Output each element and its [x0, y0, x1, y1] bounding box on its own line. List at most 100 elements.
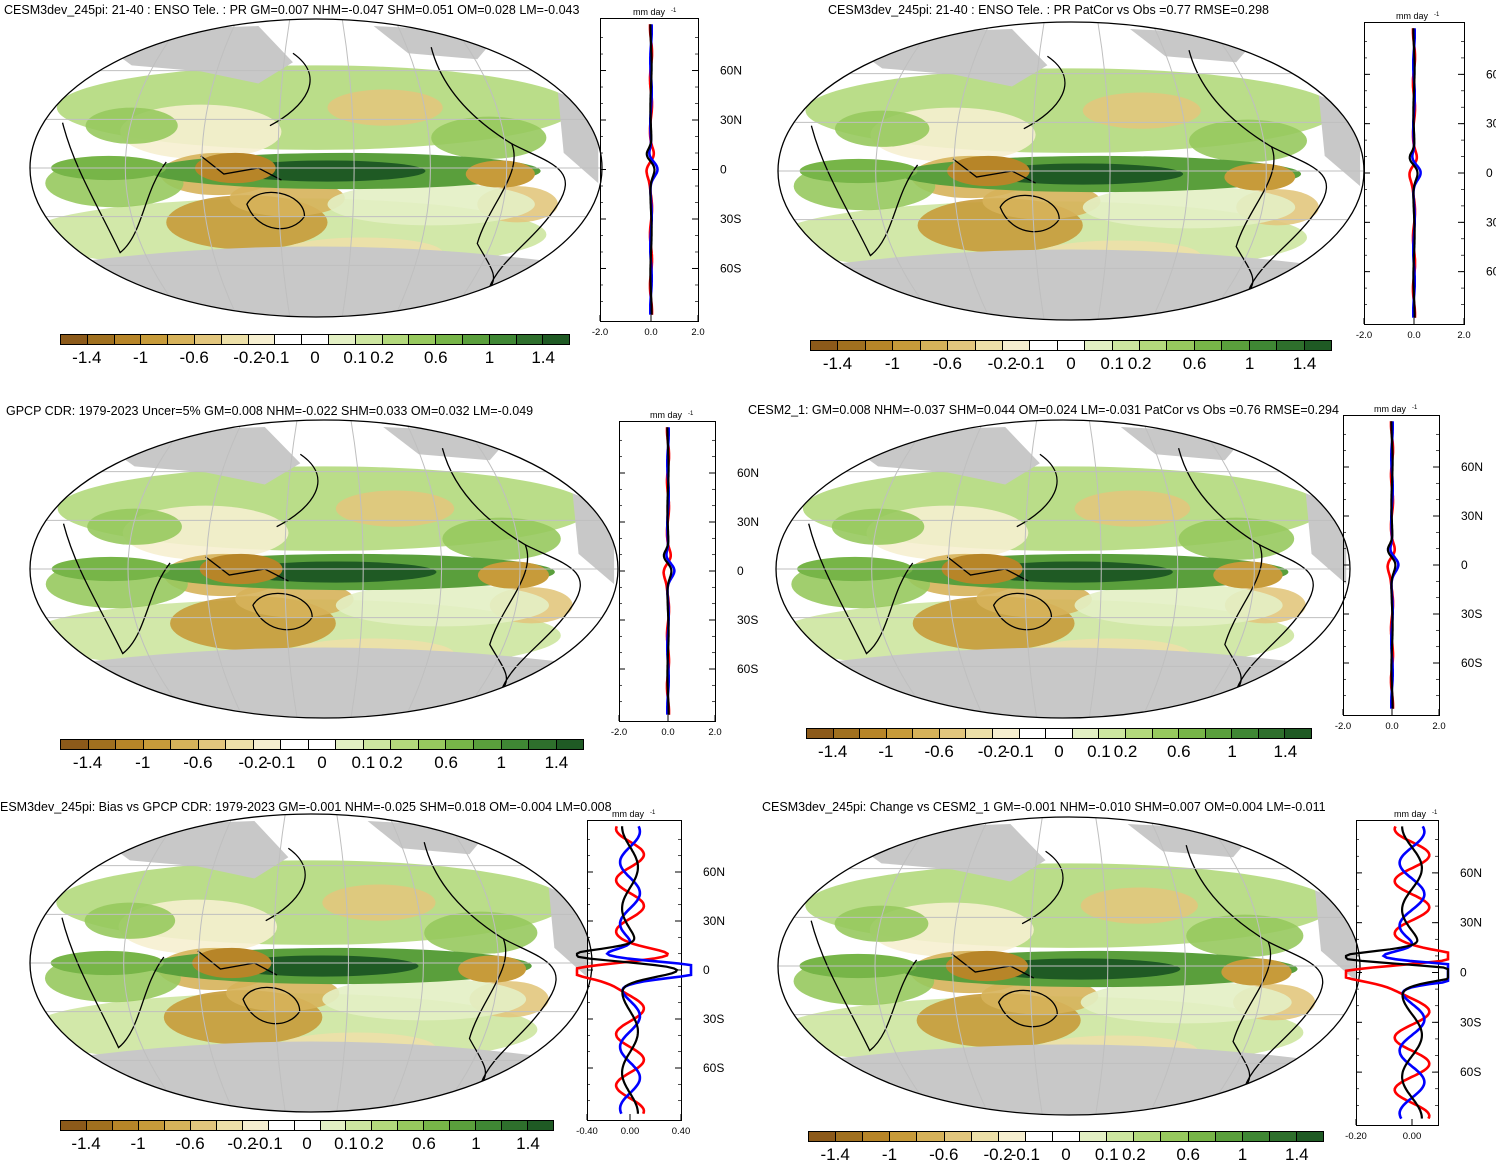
colorbar-label: -1 [135, 753, 151, 772]
colorbar-label: -0.2 [227, 1134, 257, 1153]
colorbar-label: -0.1 [1010, 1145, 1040, 1164]
colorbar-label: 0 [1066, 354, 1076, 373]
x-tick-label: -2.0 [1335, 721, 1351, 732]
x-tick-label: 2.0 [1432, 721, 1445, 732]
units-exponent: -1 [688, 411, 694, 417]
colorbar-label: 0 [1061, 1145, 1071, 1164]
colorbar-label: 1 [1244, 354, 1255, 373]
colorbar-label: 0.1 [1087, 742, 1111, 761]
units-label: mm day [1396, 11, 1429, 21]
colorbar-swatches [60, 739, 584, 750]
colorbar-label: -0.1 [1004, 742, 1034, 761]
lat-label: 30N [1461, 509, 1483, 523]
colorbar-label: 1.4 [516, 1134, 540, 1153]
colorbar-label: 0.2 [1127, 354, 1152, 373]
zonal-mean-plot: mm day -1 60N 30N 0 30S 60S -2.0 0.0 2.0 [1356, 11, 1496, 341]
lat-label: 30S [1486, 215, 1496, 229]
colorbar-label: -1 [881, 1145, 898, 1164]
lat-label: 60N [720, 64, 742, 78]
lat-label: 30N [1486, 117, 1496, 131]
x-tick-label: 0.0 [1385, 721, 1398, 732]
red-zonal-line [575, 825, 670, 1115]
colorbar-label: 0.1 [343, 348, 368, 367]
black-zonal-line [1386, 421, 1397, 709]
x-tick-label: -2.0 [611, 727, 627, 738]
units-exponent: -1 [671, 8, 677, 14]
colorbar-label: 0.6 [423, 348, 448, 367]
colorbar-label: 0.1 [1100, 354, 1125, 373]
lat-label: 60N [1460, 866, 1482, 880]
x-tick-label: -0.40 [576, 1126, 598, 1137]
lat-label: 60S [737, 662, 758, 676]
units-label: mm day [1374, 404, 1407, 414]
colorbar-label: -0.1 [265, 753, 296, 772]
lat-label: 30N [703, 914, 725, 928]
colorbar-swatches [60, 334, 570, 345]
panel-title: CESM2_1: GM=0.008 NHM=-0.037 SHM=0.044 O… [748, 403, 1339, 417]
colorbar-label: -0.6 [175, 1134, 205, 1153]
x-tick-label: -0.20 [1345, 1131, 1367, 1142]
colorbar-label: -0.6 [929, 1145, 959, 1164]
x-tick-label: 0.40 [672, 1126, 691, 1137]
colorbar-label: -0.6 [932, 354, 963, 373]
lat-label: 30N [720, 113, 742, 127]
map [777, 816, 1361, 1116]
colorbar-label: 1 [496, 753, 506, 772]
colorbar-label: -0.1 [253, 1134, 283, 1153]
colorbar-label: -0.2 [983, 1145, 1013, 1164]
colorbar-label: 0.2 [379, 753, 403, 772]
colorbar-label: 0.6 [434, 753, 458, 772]
colorbar-label: 1.4 [1292, 354, 1317, 373]
lat-label: 0 [703, 963, 710, 977]
lat-label: 60S [703, 1061, 724, 1075]
colorbar-label: -1.4 [820, 1145, 850, 1164]
panel-title: CESM3dev_245pi: 21-40 : ENSO Tele. : PR … [828, 3, 1269, 17]
x-tick-label: 2.0 [691, 327, 704, 338]
colorbar-label: 0.2 [370, 348, 394, 367]
colorbar-label: 1.4 [544, 753, 569, 772]
units-label: mm day [633, 7, 666, 17]
lat-label: 60S [720, 261, 741, 275]
lat-label: 30S [737, 613, 758, 627]
map [777, 21, 1365, 321]
lat-label: 0 [1486, 166, 1493, 180]
x-tick-label: -2.0 [1356, 330, 1372, 341]
red-zonal-line [1344, 825, 1450, 1120]
colorbar-label: 0 [310, 348, 320, 367]
colorbar-label: -1 [878, 742, 894, 761]
x-tick-label: 0.0 [644, 327, 657, 338]
lat-label: 30S [703, 1012, 724, 1026]
lat-label: 60S [1461, 656, 1482, 670]
lat-label: 30N [1460, 916, 1482, 930]
colorbar-label: -0.6 [924, 742, 954, 761]
units-label: mm day [650, 410, 683, 420]
colorbar-label: 1.4 [1273, 742, 1298, 761]
units-exponent: -1 [650, 810, 656, 816]
colorbar-label: -0.6 [183, 753, 213, 772]
colorbar-label: 0 [317, 753, 327, 772]
plot-frame [1356, 820, 1439, 1126]
colorbar-label: -1 [884, 354, 900, 373]
colorbar-label: 0.2 [1122, 1145, 1146, 1164]
colorbar-label: 0 [1054, 742, 1064, 761]
lat-label: 60N [737, 466, 759, 480]
lat-label: 0 [720, 163, 727, 177]
map [29, 419, 619, 719]
colorbar-label: 0.6 [1176, 1145, 1201, 1164]
units-exponent: -1 [1434, 12, 1440, 18]
black-zonal-line [1408, 28, 1419, 318]
colorbar-label: -1 [132, 348, 149, 367]
colorbar-label: 0.2 [360, 1134, 384, 1153]
black-zonal-line [575, 826, 679, 1114]
colorbar-label: 0.1 [334, 1134, 358, 1153]
colorbar-label: -1.4 [72, 753, 103, 772]
x-tick-label: 0.00 [621, 1126, 640, 1137]
map [775, 419, 1351, 719]
lat-label: 60S [1460, 1065, 1481, 1079]
colorbar-label: -0.2 [238, 753, 268, 772]
lat-label: 60S [1486, 265, 1496, 279]
colorbar-label: 1 [1227, 742, 1237, 761]
colorbar-label: -0.2 [233, 348, 263, 367]
units-label: mm day [1394, 809, 1427, 819]
map [29, 813, 593, 1113]
